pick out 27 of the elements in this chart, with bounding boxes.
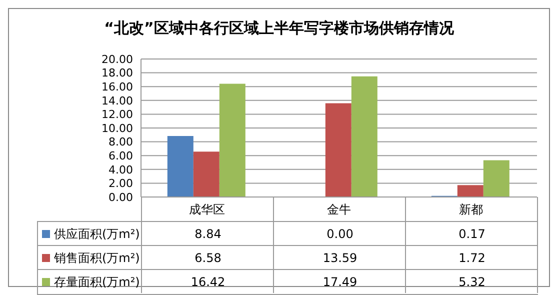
- y-tick-label: 4.00: [108, 163, 133, 176]
- y-tick-label: 20.00: [102, 52, 133, 66]
- y-tick-label: 18.00: [102, 66, 133, 80]
- data-label: 13.59: [322, 251, 358, 265]
- data-label: 0.17: [458, 227, 486, 241]
- y-tick-label: 12.00: [102, 108, 133, 122]
- y-tick-label: 0.00: [108, 190, 133, 204]
- data-label: 0.00: [326, 227, 354, 241]
- legend-label: 存量面积(万m²): [54, 274, 140, 290]
- data-label: 6.58: [194, 251, 222, 265]
- x-tick-label: 新都: [459, 202, 483, 217]
- x-tick-label: 成华区: [189, 202, 225, 217]
- y-tick-label: 16.00: [102, 80, 133, 94]
- legend-label: 供应面积(万m²): [54, 226, 140, 242]
- y-tick-label: 14.00: [102, 94, 133, 108]
- legend-label: 销售面积(万m²): [54, 250, 140, 266]
- data-label: 1.72: [458, 251, 486, 265]
- y-tick-label: 8.00: [108, 136, 133, 149]
- data-label: 8.84: [194, 227, 222, 241]
- data-label: 17.49: [322, 275, 358, 289]
- chart-title: “北改”区域中各行区域上半年写字楼市场供销存情况: [103, 19, 455, 38]
- y-tick-label: 6.00: [108, 150, 133, 163]
- data-label: 16.42: [190, 275, 226, 289]
- y-tick-label: 2.00: [108, 177, 133, 190]
- x-tick-label: 金牛: [327, 202, 351, 217]
- data-label: 5.32: [458, 275, 486, 289]
- y-tick-label: 10.00: [102, 122, 133, 135]
